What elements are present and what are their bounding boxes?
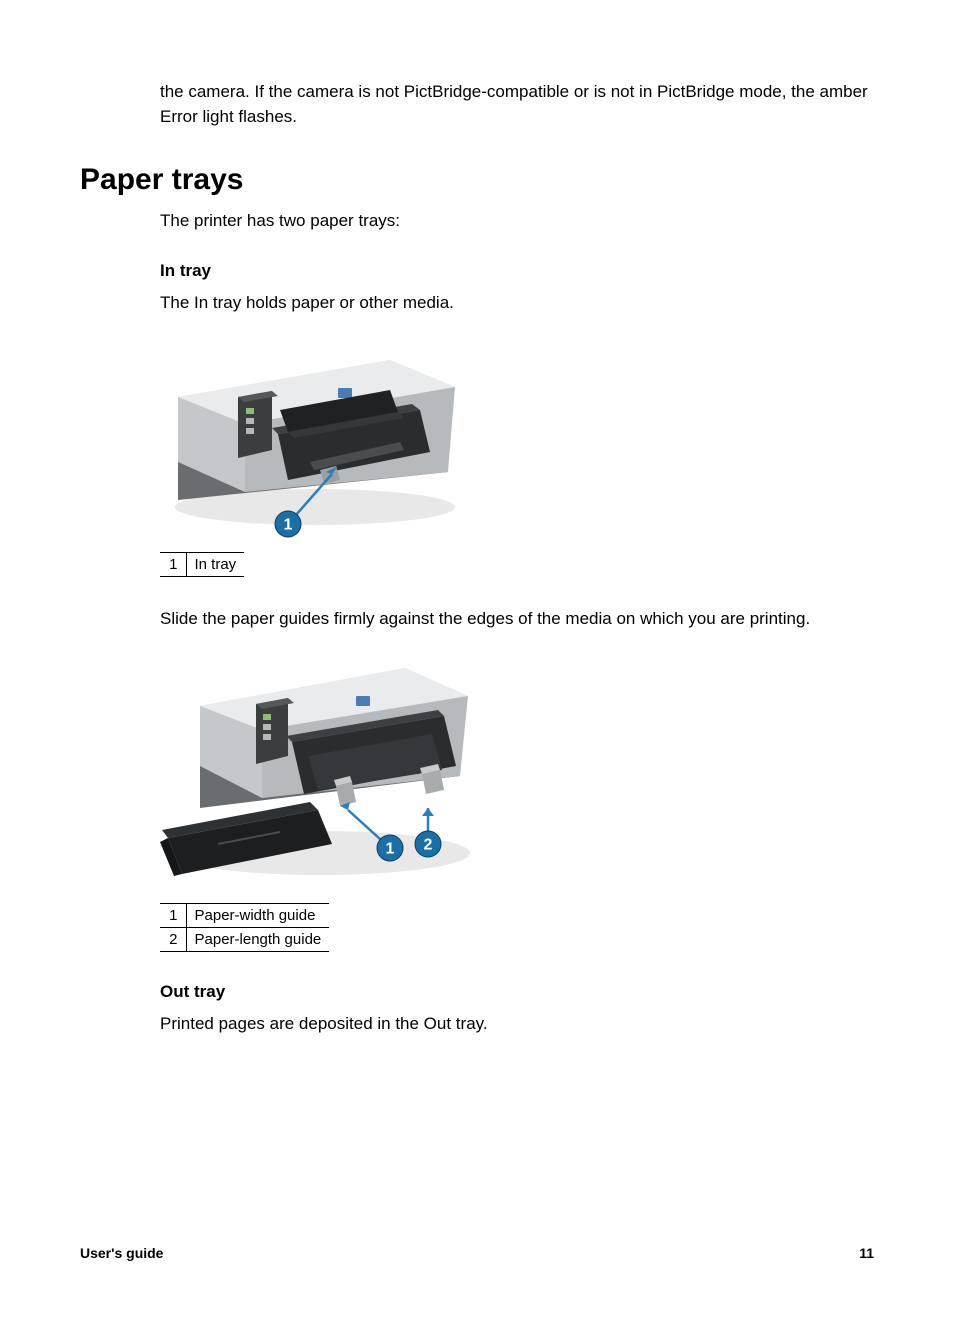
table-row: 2 Paper-length guide bbox=[160, 927, 329, 951]
svg-text:1: 1 bbox=[284, 516, 293, 533]
footer-left: User's guide bbox=[80, 1245, 163, 1261]
legend-label: Paper-length guide bbox=[186, 927, 329, 951]
footer-page-number: 11 bbox=[859, 1245, 874, 1261]
section-intro: The printer has two paper trays: bbox=[160, 211, 874, 231]
subsection-heading-out-tray: Out tray bbox=[160, 982, 874, 1002]
legend-num: 1 bbox=[160, 552, 186, 576]
legend-num: 1 bbox=[160, 903, 186, 927]
figure-in-tray: 1 bbox=[160, 342, 874, 542]
svg-text:1: 1 bbox=[386, 840, 395, 857]
legend-label: Paper-width guide bbox=[186, 903, 329, 927]
subsection-body-in-tray: The In tray holds paper or other media. bbox=[160, 291, 874, 316]
figure-paper-guides: 1 2 bbox=[160, 658, 874, 893]
subsection-body-out-tray: Printed pages are deposited in the Out t… bbox=[160, 1012, 874, 1037]
table-row: 1 In tray bbox=[160, 552, 244, 576]
section-heading-paper-trays: Paper trays bbox=[80, 163, 874, 197]
legend-label: In tray bbox=[186, 552, 244, 576]
printer-illustration-2: 1 2 bbox=[160, 658, 480, 893]
intro-paragraph: the camera. If the camera is not PictBri… bbox=[160, 80, 874, 129]
legend-table-paper-guides: 1 Paper-width guide 2 Paper-length guide bbox=[160, 903, 329, 952]
legend-num: 2 bbox=[160, 927, 186, 951]
printer-illustration-1: 1 bbox=[160, 342, 460, 542]
table-row: 1 Paper-width guide bbox=[160, 903, 329, 927]
legend-table-in-tray: 1 In tray bbox=[160, 552, 244, 577]
page-footer: User's guide 11 bbox=[80, 1245, 874, 1261]
subsection-heading-in-tray: In tray bbox=[160, 261, 874, 281]
subsection-body-guides: Slide the paper guides firmly against th… bbox=[160, 607, 874, 632]
svg-text:2: 2 bbox=[424, 836, 433, 853]
